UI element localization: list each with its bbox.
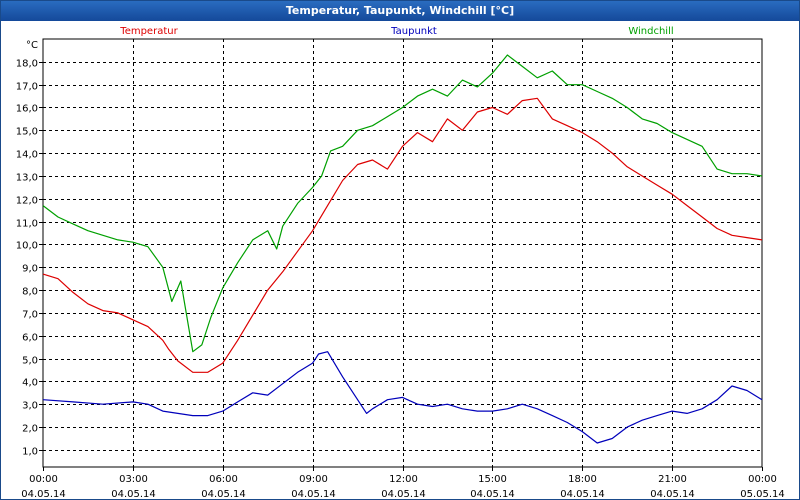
chart-canvas: Temperatur Taupunkt Windchill 1,0 2,0 3,0 4,0… <box>16 26 785 499</box>
x-tick-label-date: 05.05.14 <box>740 489 785 499</box>
x-tick-label-time: 09:00 <box>299 474 328 485</box>
y-tick-label: 12,0 <box>16 196 38 207</box>
x-tick-label-date: 04.05.14 <box>381 489 426 499</box>
chart-title: Temperatur, Taupunkt, Windchill [°C] <box>1 1 799 21</box>
series-lines <box>42 54 763 444</box>
axes: 1,0 2,0 3,0 4,0 5,0 6,0 7,0 8,0 9,0 10,0 11,0 12,0 1… <box>16 38 785 499</box>
y-tick-label: 8,0 <box>22 287 38 298</box>
x-tick-label-time: 00:00 <box>748 474 777 485</box>
x-tick-label-date: 04.05.14 <box>21 489 66 499</box>
x-tick-label-date: 04.05.14 <box>291 489 336 499</box>
y-tick-label: 3,0 <box>22 401 38 412</box>
x-tick-label-time: 00:00 <box>29 474 58 485</box>
y-tick-label: 5,0 <box>22 356 38 367</box>
y-tick-label: 14,0 <box>16 150 38 161</box>
legend-entry-temperatur: Temperatur <box>119 26 178 37</box>
x-tick-label-time: 21:00 <box>658 474 687 485</box>
x-tick-label-time: 03:00 <box>119 474 148 485</box>
legend: Temperatur Taupunkt Windchill <box>119 26 673 37</box>
x-tick-label-date: 04.05.14 <box>560 489 605 499</box>
x-tick-label-time: 18:00 <box>568 474 597 485</box>
y-tick-label: 16,0 <box>16 104 38 115</box>
y-tick-label: 1,0 <box>22 447 38 458</box>
legend-entry-taupunkt: Taupunkt <box>390 26 437 37</box>
y-tick-label: 15,0 <box>16 127 38 138</box>
x-tick-label-time: 06:00 <box>209 474 238 485</box>
series-line-windchill <box>42 54 763 353</box>
y-tick-label: 6,0 <box>22 333 38 344</box>
y-tick-label: 10,0 <box>16 241 38 252</box>
x-tick-label-date: 04.05.14 <box>650 489 695 499</box>
y-axis-label: °C <box>26 40 38 51</box>
x-tick-label-date: 04.05.14 <box>470 489 515 499</box>
series-line-taupunkt <box>42 351 763 444</box>
y-tick-label: 17,0 <box>16 82 38 93</box>
grid-lines <box>43 39 762 467</box>
y-tick-label: 9,0 <box>22 264 38 275</box>
plot-border <box>42 38 763 468</box>
y-tick-label: 7,0 <box>22 310 38 321</box>
y-tick-label: 2,0 <box>22 424 38 435</box>
x-tick-label-date: 04.05.14 <box>111 489 156 499</box>
y-tick-label: 13,0 <box>16 173 38 184</box>
legend-entry-windchill: Windchill <box>628 26 673 37</box>
x-tick-label-time: 15:00 <box>478 474 507 485</box>
y-tick-label: 4,0 <box>22 378 38 389</box>
x-tick-label-time: 12:00 <box>389 474 418 485</box>
y-tick-label: 18,0 <box>16 59 38 70</box>
series-line-temperatur <box>42 97 763 373</box>
y-tick-label: 11,0 <box>16 219 38 230</box>
x-tick-label-date: 04.05.14 <box>201 489 246 499</box>
